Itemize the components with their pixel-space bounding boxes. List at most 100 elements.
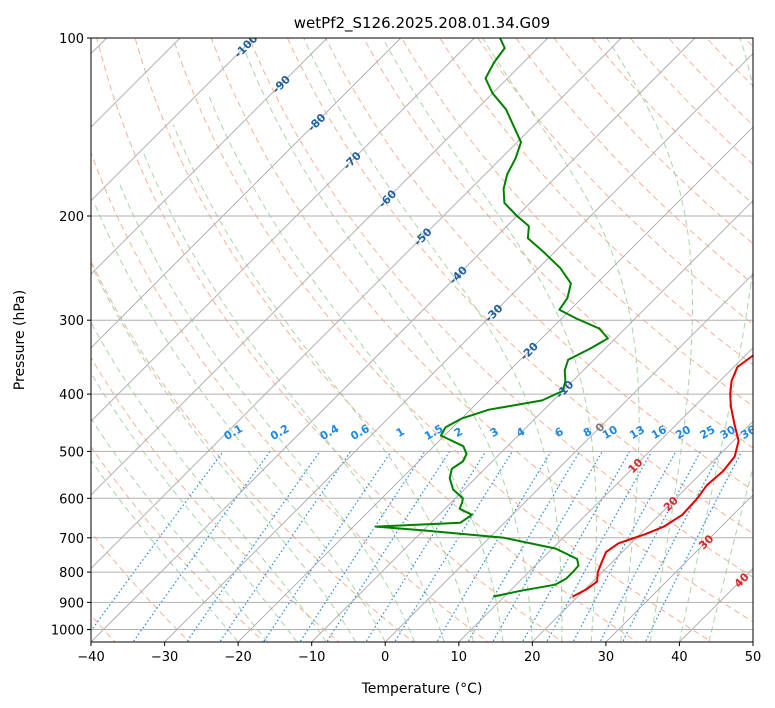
mixing-ratio-label: 6 [553, 425, 566, 440]
x-tick-label: 50 [745, 650, 762, 665]
isotherm-line [384, 273, 753, 642]
y-tick-label: 400 [59, 388, 84, 403]
mixing-ratio-label: 0.4 [318, 422, 342, 443]
dry-adiabat-line [515, 38, 753, 285]
x-tick-label: −40 [77, 650, 104, 665]
moist-adiabats [91, 38, 753, 642]
dry-adiabat-line [91, 445, 265, 642]
isotherm-line [679, 567, 753, 642]
isotherm-line [531, 420, 753, 642]
x-tick-label: −20 [224, 650, 251, 665]
moist-adiabat-line [91, 263, 357, 642]
dry-adiabat-line [248, 38, 753, 578]
isotherm-line [91, 38, 402, 349]
mixing-ratio-lines [91, 451, 743, 642]
isotherm-line [164, 52, 753, 642]
moist-adiabat-line [303, 38, 563, 642]
x-axis-title: Temperature (°C) [361, 681, 483, 697]
mixing-ratio-label: 2 [452, 425, 465, 440]
dry-adiabat-line [286, 38, 753, 535]
mixing-ratio-line [467, 451, 581, 642]
y-tick-label: 1000 [51, 624, 84, 639]
mixing-ratio-label: 0.6 [348, 422, 372, 443]
dry-adiabat-line [401, 38, 753, 407]
dry-adiabat-line [743, 38, 753, 48]
y-tick-label: 500 [59, 445, 84, 460]
isotherm-line [311, 199, 753, 642]
mixing-ratio-line [299, 451, 426, 642]
moist-adiabat-line [606, 38, 693, 642]
x-tick-label: 0 [381, 650, 389, 665]
moist-adiabat-line [93, 202, 386, 642]
dry-adiabats [91, 25, 775, 645]
dry-adiabat-line [91, 356, 340, 642]
mixing-ratio-line [219, 451, 352, 642]
y-tick-label: 300 [59, 314, 84, 329]
mixing-ratio-label: 13 [627, 423, 647, 442]
mixing-ratio-line [644, 451, 743, 642]
mixing-ratio-line [325, 451, 451, 642]
dry-adiabat-line [91, 531, 191, 642]
moist-adiabat-line [382, 38, 597, 642]
moist-adiabat-line [91, 417, 268, 642]
mixing-ratio-label: 20 [673, 423, 693, 442]
mixing-ratio-label: 0.1 [222, 422, 245, 443]
dry-adiabat-line [629, 38, 753, 166]
y-tick-label: 600 [59, 492, 84, 507]
mixing-ratio-line [132, 451, 271, 642]
isotherm-label: -100 [232, 32, 261, 61]
moist-adiabat-line [244, 50, 533, 642]
isotherm-line [91, 38, 549, 496]
moist-adiabat-line [482, 38, 640, 642]
plot-frame [90, 37, 754, 643]
temperature-profile [572, 354, 753, 598]
dry-adiabat-line [667, 38, 753, 126]
isotherm-line [91, 38, 475, 423]
dry-adiabat-line [91, 260, 415, 642]
y-tick-label: 100 [59, 32, 84, 47]
dry-adiabat-line [134, 38, 639, 642]
mixing-ratio-label: 8 [581, 425, 594, 440]
isotherm-line [605, 494, 753, 642]
y-axis-ticks: 100 200 300 400 500 600 700 800 900 1000 [51, 32, 91, 639]
mixing-ratio-label: 1 [394, 425, 407, 440]
mixing-ratio-line [365, 451, 487, 642]
moist-adiabat-line [91, 459, 239, 642]
mixing-ratio-line [91, 451, 224, 632]
isotherm-label: -80 [305, 111, 328, 134]
isotherm-line [91, 38, 696, 642]
mixing-ratio-line [436, 451, 552, 642]
chart-title: wetPf2_S126.2025.208.01.34.G09 [294, 14, 550, 33]
isotherm-line [91, 38, 328, 275]
y-tick-label: 800 [59, 566, 84, 581]
dry-adiabat-line [770, 25, 775, 645]
mixing-ratio-label: 0.2 [268, 422, 291, 443]
moist-adiabat-line [208, 95, 504, 642]
x-tick-label: 30 [598, 650, 615, 665]
mixing-ratio-line [262, 451, 392, 642]
x-tick-label: 40 [671, 650, 688, 665]
mixing-ratio-label: 16 [649, 423, 669, 442]
dry-adiabat-line [363, 38, 753, 449]
moist-adiabat-line [118, 181, 416, 642]
moist-adiabat-line [172, 124, 474, 642]
mixing-ratio-label: 36 [739, 423, 759, 442]
x-axis-ticks: −40 −30 −20 −10 0 10 20 30 40 50 [77, 642, 761, 665]
moist-adiabat-line [678, 38, 753, 642]
mixing-ratio-line [394, 451, 513, 642]
sounding-profiles [374, 38, 753, 598]
mixing-ratio-label: 3 [488, 425, 501, 440]
y-axis-title: Pressure (hPa) [12, 290, 28, 390]
dry-adiabat-line [91, 151, 489, 642]
isobar-gridlines [91, 38, 753, 630]
isotherm-line [91, 38, 255, 202]
dry-adiabat-line [324, 38, 753, 491]
dry-adiabat-line [705, 38, 753, 87]
moist-adiabat-line [91, 372, 298, 642]
mixing-ratio-label: 25 [698, 423, 718, 442]
dry-adiabat-line [591, 38, 753, 205]
x-tick-label: 20 [524, 650, 541, 665]
y-tick-label: 200 [59, 210, 84, 225]
